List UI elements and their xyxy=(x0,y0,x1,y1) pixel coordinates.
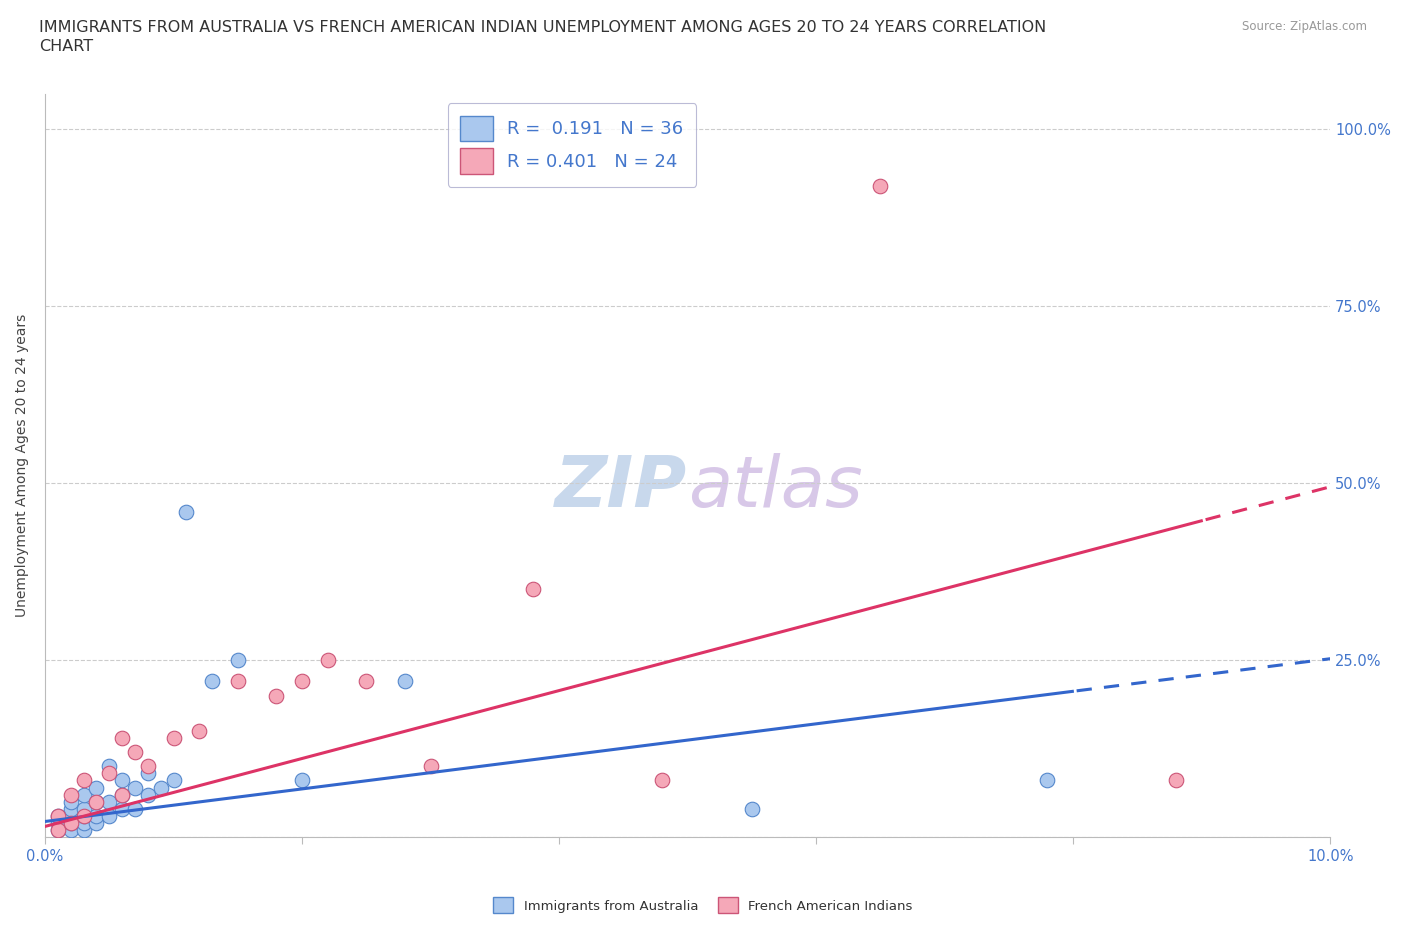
Point xyxy=(394,674,416,689)
Point xyxy=(124,780,146,795)
Point xyxy=(266,688,288,703)
Point xyxy=(72,816,94,830)
Text: CHART: CHART xyxy=(39,39,93,54)
Legend: Immigrants from Australia, French American Indians: Immigrants from Australia, French Americ… xyxy=(488,892,918,919)
Legend: R =  0.191   N = 36, R = 0.401   N = 24: R = 0.191 N = 36, R = 0.401 N = 24 xyxy=(447,103,696,187)
Point xyxy=(124,802,146,817)
Point xyxy=(59,802,82,817)
Point xyxy=(98,794,121,809)
Point xyxy=(419,759,441,774)
Point xyxy=(111,787,134,802)
Point xyxy=(356,674,378,689)
Point xyxy=(1164,773,1187,788)
Point xyxy=(111,802,134,817)
Point xyxy=(111,773,134,788)
Point xyxy=(72,822,94,837)
Point xyxy=(149,780,172,795)
Y-axis label: Unemployment Among Ages 20 to 24 years: Unemployment Among Ages 20 to 24 years xyxy=(15,314,30,618)
Point xyxy=(72,808,94,823)
Text: atlas: atlas xyxy=(688,453,862,523)
Point xyxy=(188,724,211,738)
Point xyxy=(111,731,134,746)
Point xyxy=(46,808,69,823)
Point xyxy=(98,759,121,774)
Point xyxy=(316,653,339,668)
Point xyxy=(869,179,891,193)
Point xyxy=(59,794,82,809)
Point xyxy=(741,802,763,817)
Point xyxy=(72,773,94,788)
Point xyxy=(86,808,108,823)
Point xyxy=(201,674,224,689)
Point xyxy=(176,504,198,519)
Point xyxy=(72,808,94,823)
Point xyxy=(59,808,82,823)
Point xyxy=(226,674,249,689)
Point xyxy=(46,822,69,837)
Point xyxy=(59,822,82,837)
Point xyxy=(124,745,146,760)
Point xyxy=(86,780,108,795)
Point xyxy=(1036,773,1059,788)
Text: ZIP: ZIP xyxy=(555,453,688,523)
Point xyxy=(291,674,314,689)
Point xyxy=(86,816,108,830)
Point xyxy=(291,773,314,788)
Text: IMMIGRANTS FROM AUSTRALIA VS FRENCH AMERICAN INDIAN UNEMPLOYMENT AMONG AGES 20 T: IMMIGRANTS FROM AUSTRALIA VS FRENCH AMER… xyxy=(39,20,1046,35)
Point xyxy=(72,787,94,802)
Point xyxy=(86,794,108,809)
Point xyxy=(59,816,82,830)
Point xyxy=(46,808,69,823)
Point xyxy=(162,773,184,788)
Point xyxy=(136,787,159,802)
Point xyxy=(162,731,184,746)
Point xyxy=(59,816,82,830)
Point xyxy=(72,802,94,817)
Point xyxy=(136,766,159,781)
Point xyxy=(136,759,159,774)
Point xyxy=(98,808,121,823)
Point xyxy=(46,816,69,830)
Point xyxy=(98,766,121,781)
Point xyxy=(226,653,249,668)
Point xyxy=(86,794,108,809)
Point xyxy=(651,773,673,788)
Point xyxy=(111,787,134,802)
Point xyxy=(522,582,544,597)
Point xyxy=(59,787,82,802)
Text: Source: ZipAtlas.com: Source: ZipAtlas.com xyxy=(1241,20,1367,33)
Point xyxy=(46,822,69,837)
